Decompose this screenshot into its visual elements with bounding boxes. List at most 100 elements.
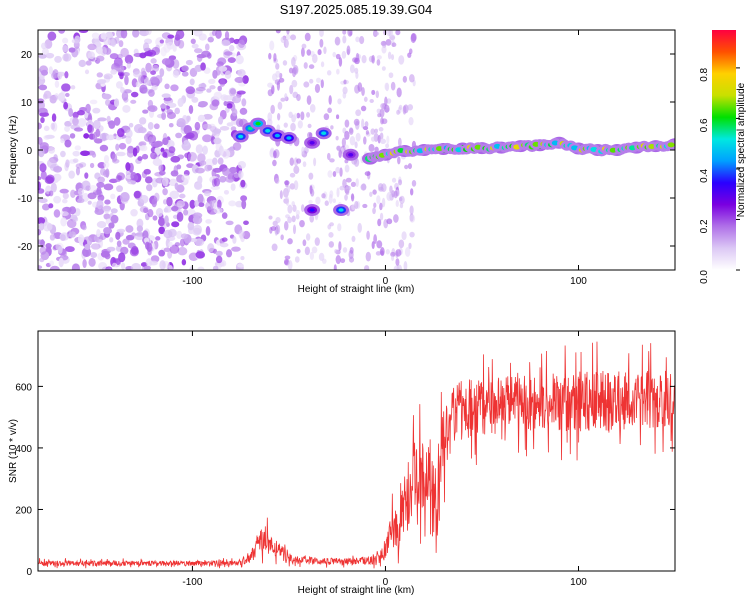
spectrogram-noise-cell bbox=[169, 244, 180, 254]
spectrogram-noise-cell bbox=[38, 122, 42, 130]
spectrogram-noise-cell bbox=[287, 260, 293, 270]
track-peak bbox=[274, 133, 280, 138]
spectrogram-noise-cell bbox=[131, 262, 142, 270]
spectrogram-noise-cell bbox=[213, 207, 223, 214]
track-peak bbox=[309, 141, 315, 145]
spectrogram-noise-cell bbox=[162, 137, 169, 146]
spectrogram-noise-cell bbox=[181, 65, 189, 72]
spectrogram-noise-cell bbox=[363, 136, 367, 145]
spectrogram-noise-cell bbox=[62, 192, 69, 200]
spectrogram-noise-cell bbox=[93, 131, 98, 142]
spectrogram-noise-cell bbox=[396, 87, 402, 98]
spectrogram-noise-cell bbox=[237, 69, 246, 77]
track-peak bbox=[238, 134, 244, 139]
snr-x-axis: -100 0 100 bbox=[182, 331, 587, 588]
y-tick-label: 20 bbox=[21, 50, 33, 61]
spectrogram-noise-cell bbox=[307, 123, 312, 129]
spectrogram-noise-cell bbox=[327, 170, 333, 178]
track-peak bbox=[286, 136, 292, 140]
spectrogram-noise-cell bbox=[381, 197, 386, 208]
spectrogram-noise-cell bbox=[68, 107, 74, 118]
spectrogram-noise-cell bbox=[207, 52, 212, 59]
spectrogram-noise-cell bbox=[64, 139, 72, 148]
spectrogram-noise-cell bbox=[90, 243, 101, 250]
spectrogram-noise-cell bbox=[332, 171, 337, 178]
spectrogram-noise-cell bbox=[160, 147, 165, 153]
spectrogram-noise-cell bbox=[181, 71, 189, 77]
spectrogram-noise-cell bbox=[361, 118, 365, 129]
spectrogram-noise-cell bbox=[162, 176, 169, 187]
spectrogram-noise-cell bbox=[96, 182, 105, 188]
spectrogram-noise-cell bbox=[121, 91, 129, 101]
colorbar-ticks: 0.0 0.2 0.4 0.6 0.8 bbox=[699, 67, 740, 284]
spectrogram-noise-cell bbox=[371, 54, 375, 64]
spectrogram-noise-cell bbox=[389, 34, 396, 42]
spectrogram-noise-cell bbox=[370, 136, 376, 142]
colorbar-tick-label: 0.4 bbox=[699, 169, 710, 183]
spectrogram-noise-cell bbox=[342, 35, 347, 44]
spectrogram-noise-cell bbox=[124, 75, 129, 86]
spectrogram-noise-cell bbox=[213, 177, 221, 187]
spectrogram-noise-cell bbox=[362, 203, 368, 209]
spectrogram-noise-cell bbox=[348, 256, 355, 263]
spectrogram-noise-cell bbox=[183, 139, 190, 147]
spectrogram-noise-cell bbox=[337, 223, 342, 232]
spectrogram-noise-cell bbox=[272, 159, 277, 167]
spectrogram-noise-cell bbox=[106, 134, 115, 141]
spectrogram-noise-cell bbox=[341, 137, 346, 148]
spectrogram-noise-cell bbox=[308, 172, 314, 180]
spectrogram-noise-cell bbox=[335, 255, 342, 265]
spectrogram-noise-cell bbox=[168, 241, 173, 248]
spectrogram-noise-cell bbox=[381, 45, 387, 54]
spectrogram-noise-cell bbox=[349, 135, 356, 146]
spectrogram-noise-cell bbox=[166, 196, 173, 207]
spectrogram-noise-cell bbox=[285, 34, 291, 40]
spectrogram-noise-cell bbox=[212, 265, 219, 270]
spectrogram-noise-cell bbox=[152, 215, 158, 221]
spectrogram-noise-cell bbox=[158, 226, 165, 235]
spectrogram-noise-cell bbox=[130, 91, 139, 98]
spectrogram-noise-cell bbox=[364, 121, 369, 128]
spectrogram-noise-cell bbox=[113, 60, 123, 69]
spectrogram-noise-cell bbox=[346, 48, 350, 55]
spectrogram-noise-cell bbox=[337, 98, 342, 105]
spectrogram-noise-cell bbox=[384, 96, 388, 107]
spectrogram-noise-cell bbox=[317, 49, 322, 56]
spectrogram-noise-cell bbox=[106, 115, 111, 123]
spectrogram-noise-cell bbox=[91, 32, 100, 40]
spectrogram-noise-cell bbox=[64, 71, 69, 79]
spectrogram-noise-cell bbox=[280, 234, 284, 241]
spectrogram-noise-cell bbox=[289, 172, 296, 178]
spectrogram-noise-cell bbox=[366, 230, 370, 240]
spectrogram-noise-cell bbox=[127, 242, 136, 249]
spectrogram-noise-cell bbox=[296, 93, 301, 102]
spectrogram-noise-cell bbox=[270, 226, 277, 231]
spectrogram-noise-cell bbox=[46, 223, 53, 231]
spectrogram-noise-cell bbox=[63, 53, 69, 62]
spectrogram-noise-cell bbox=[363, 96, 368, 102]
spectrogram-noise-cell bbox=[38, 176, 42, 181]
spectrogram-noise-cell bbox=[373, 31, 380, 36]
spectrogram-noise-cell bbox=[372, 189, 377, 195]
spectrogram-noise-cell bbox=[388, 72, 394, 79]
spectrogram-noise-cell bbox=[139, 117, 147, 125]
spectrogram-noise-cell bbox=[379, 132, 384, 140]
spectrogram-noise-cell bbox=[399, 195, 405, 205]
spectrogram-noise-cell bbox=[333, 264, 337, 270]
spectrogram-noise-cell bbox=[303, 81, 310, 88]
snr-series-line bbox=[38, 341, 675, 569]
spectrogram-noise-cell bbox=[320, 79, 324, 89]
spectrogram-signal-track bbox=[232, 117, 675, 216]
spectrogram-noise-cell bbox=[345, 188, 350, 196]
spectrogram-noise-cell bbox=[179, 193, 186, 199]
spectrogram-noise-cell bbox=[96, 221, 107, 229]
spectrogram-noise-cell bbox=[318, 252, 325, 262]
spectrogram-noise-cell bbox=[89, 99, 98, 105]
spectrogram-noise-cell bbox=[326, 152, 331, 161]
spectrogram-noise-cell bbox=[204, 43, 210, 51]
spectrogram-noise-cell bbox=[198, 202, 205, 208]
spectrogram-noise-cell bbox=[376, 240, 383, 249]
spectrogram-noise-cell bbox=[88, 257, 96, 267]
spectrogram-noise-cell bbox=[77, 118, 87, 127]
